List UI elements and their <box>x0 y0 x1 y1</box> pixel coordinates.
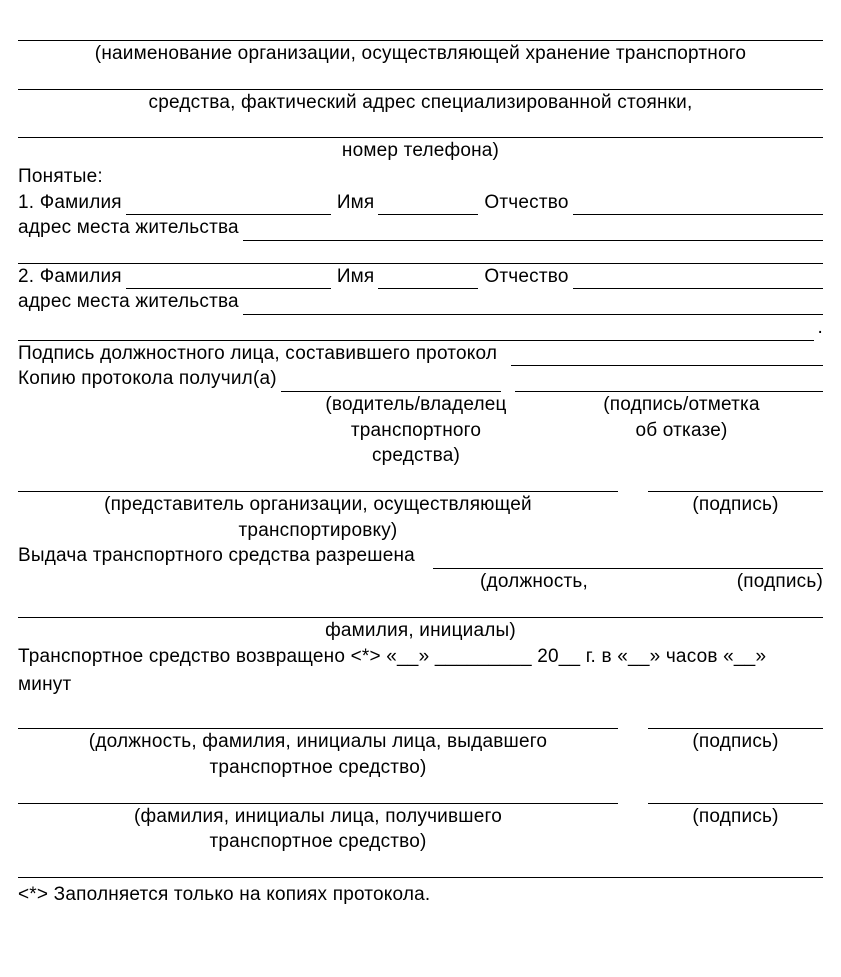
blank-line[interactable] <box>18 18 823 41</box>
caption-signature-refusal: (подпись/отметка об отказе) <box>540 392 823 469</box>
caption-signature: (подпись) <box>648 729 823 780</box>
witness-2-surname-label: 2. Фамилия <box>18 264 126 290</box>
witness-1-name-label: Имя <box>331 190 379 216</box>
caption-address: средства, фактический адрес специализиро… <box>18 90 823 116</box>
transport-rep[interactable] <box>18 469 618 492</box>
caption-release-name: фамилия, инициалы) <box>18 618 823 644</box>
witness-1-patronymic-label: Отчество <box>478 190 572 216</box>
period: . <box>814 315 823 341</box>
caption-phone: номер телефона) <box>18 138 823 164</box>
footnote: <*> Заполняется только на копиях протоко… <box>18 878 823 908</box>
witness-2-surname[interactable] <box>126 266 331 289</box>
witness-1-name[interactable] <box>378 192 478 215</box>
witness-2-name-label: Имя <box>331 264 379 290</box>
release-official[interactable] <box>433 546 823 569</box>
witness-2-address[interactable] <box>243 292 823 315</box>
caption-release: (должность, (подпись) <box>480 569 823 595</box>
release-cont[interactable] <box>18 595 823 618</box>
caption-driver: (водитель/владелец транспортного средств… <box>306 392 526 469</box>
receiver[interactable] <box>18 781 618 804</box>
receiver-signature[interactable] <box>648 781 823 804</box>
copy-received-signature[interactable] <box>515 369 823 392</box>
caption-signature: (подпись) <box>648 804 823 855</box>
witness-1-address[interactable] <box>243 218 823 241</box>
caption-signature: (подпись) <box>648 492 823 543</box>
caption-issuer: (должность, фамилия, инициалы лица, выда… <box>18 729 618 780</box>
witness-1-patronymic[interactable] <box>573 192 823 215</box>
witness-2-patronymic-label: Отчество <box>478 264 572 290</box>
release-label: Выдача транспортного средства разрешена <box>18 543 419 569</box>
witness-2-address-label: адрес места жительства <box>18 289 243 315</box>
copy-received-label: Копию протокола получил(а) <box>18 366 281 392</box>
caption-receiver: (фамилия, инициалы лица, получившего тра… <box>18 804 618 855</box>
witness-1-surname[interactable] <box>126 192 331 215</box>
witness-2-address-cont[interactable] <box>18 318 814 341</box>
official-signature[interactable] <box>511 343 823 366</box>
returned-label: Транспортное средство возвращено <*> «__… <box>18 643 823 698</box>
witnesses-header: Понятые: <box>18 164 823 190</box>
transport-rep-signature[interactable] <box>648 469 823 492</box>
blank-line[interactable] <box>18 67 823 90</box>
witness-1-surname-label: 1. Фамилия <box>18 190 126 216</box>
witness-1-address-cont[interactable] <box>18 241 823 264</box>
caption-org-name: (наименование организации, осуществляюще… <box>18 41 823 67</box>
copy-received-driver[interactable] <box>281 369 501 392</box>
official-signature-label: Подпись должностного лица, составившего … <box>18 341 501 367</box>
witness-2-name[interactable] <box>378 266 478 289</box>
witness-2-patronymic[interactable] <box>573 266 823 289</box>
separator-line <box>18 855 823 878</box>
issuer[interactable] <box>18 706 618 729</box>
caption-rep: (представитель организации, осуществляющ… <box>18 492 618 543</box>
blank-line[interactable] <box>18 115 823 138</box>
issuer-signature[interactable] <box>648 706 823 729</box>
witness-1-address-label: адрес места жительства <box>18 215 243 241</box>
